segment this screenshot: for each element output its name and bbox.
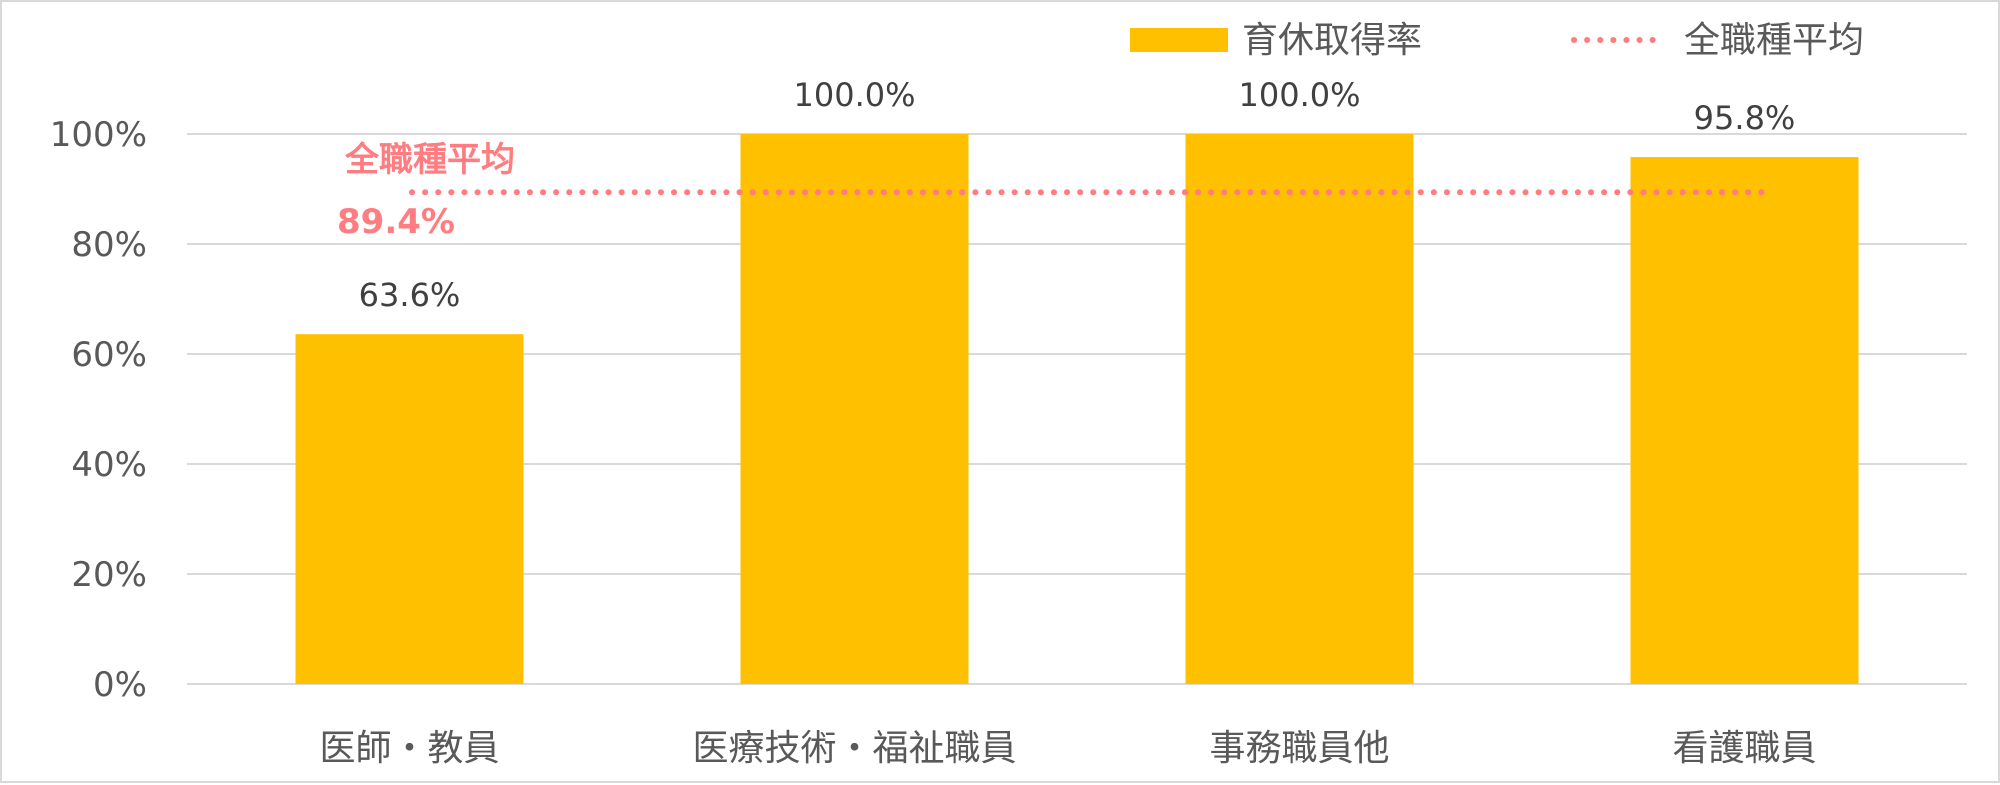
x-axis-categories: 医師・教員 医療技術・福祉職員 事務職員他 看護職員 [319, 728, 1816, 769]
legend-swatch-bar [1130, 28, 1228, 52]
y-tick-label-0: 0% [93, 665, 147, 705]
y-tick-label-60: 60% [71, 335, 147, 375]
y-tick-label-80: 80% [71, 225, 147, 265]
category-label-1: 医療技術・福祉職員 [692, 728, 1016, 769]
bars [295, 134, 1859, 685]
y-tick-label-100: 100% [50, 115, 147, 155]
data-label-1: 100.0% [793, 76, 915, 114]
bar-1 [740, 134, 969, 684]
y-axis-ticks: 0% 20% 40% 60% 80% 100% [50, 115, 147, 705]
average-label-title: 全職種平均 [344, 140, 515, 180]
data-label-0: 63.6% [359, 276, 461, 314]
bar-2 [1185, 134, 1414, 684]
bar-3 [1630, 157, 1859, 685]
data-label-2: 100.0% [1238, 76, 1360, 114]
average-label-value: 89.4% [337, 202, 455, 242]
data-label-3: 95.8% [1694, 99, 1796, 137]
data-labels: 63.6% 100.0% 100.0% 95.8% [359, 76, 1796, 314]
bar-0 [295, 334, 524, 684]
legend-label-average: 全職種平均 [1684, 20, 1864, 61]
legend: 育休取得率 全職種平均 [1130, 20, 1864, 61]
category-label-0: 医師・教員 [319, 728, 499, 769]
category-label-2: 事務職員他 [1209, 728, 1389, 769]
reference-line-group: 全職種平均 89.4% [337, 140, 1770, 242]
category-label-3: 看護職員 [1672, 728, 1816, 769]
y-tick-label-40: 40% [71, 445, 147, 485]
legend-label-bar: 育休取得率 [1242, 20, 1422, 61]
y-tick-label-20: 20% [71, 555, 147, 595]
